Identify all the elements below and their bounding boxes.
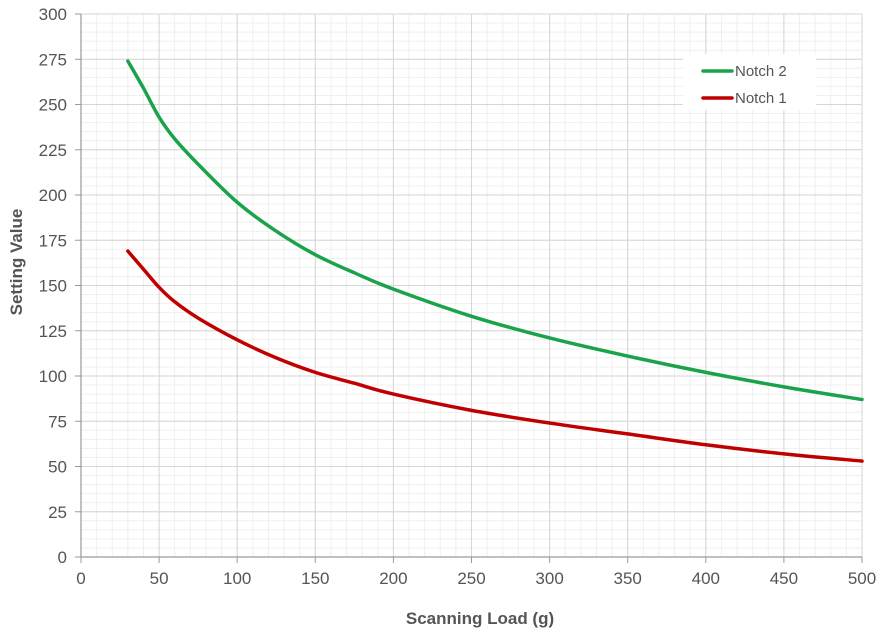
y-tick-label: 25 bbox=[48, 503, 67, 522]
legend-label-notch-1: Notch 1 bbox=[735, 90, 787, 107]
legend-box bbox=[683, 54, 816, 110]
y-tick-label: 125 bbox=[39, 322, 67, 341]
x-tick-label: 200 bbox=[379, 569, 407, 588]
x-tick-label: 150 bbox=[301, 569, 329, 588]
series-line-notch-2 bbox=[126, 59, 864, 402]
legend: Notch 2 Notch 1 bbox=[683, 54, 816, 110]
x-axis-title: Scanning Load (g) bbox=[406, 609, 554, 628]
x-tick-label: 400 bbox=[692, 569, 720, 588]
x-tick-label: 500 bbox=[848, 569, 876, 588]
x-tick-label: 50 bbox=[150, 569, 169, 588]
series-line-notch-1 bbox=[126, 249, 864, 463]
y-tick-label: 300 bbox=[39, 5, 67, 24]
y-tick-label: 75 bbox=[48, 412, 67, 431]
x-axis-ticks: 0 50 100 150 200 250 300 350 400 450 500 bbox=[76, 557, 876, 588]
series-layer bbox=[126, 59, 864, 463]
x-tick-label: 0 bbox=[76, 569, 85, 588]
x-tick-label: 300 bbox=[535, 569, 563, 588]
y-tick-label: 0 bbox=[58, 548, 67, 567]
y-tick-label: 175 bbox=[39, 231, 67, 250]
y-tick-label: 250 bbox=[39, 96, 67, 115]
x-tick-label: 250 bbox=[457, 569, 485, 588]
y-axis-ticks: 0 25 50 75 100 125 150 175 200 225 250 275 300 bbox=[39, 5, 81, 567]
y-tick-label: 200 bbox=[39, 186, 67, 205]
x-tick-label: 350 bbox=[614, 569, 642, 588]
y-axis-title: Setting Value bbox=[7, 209, 26, 316]
y-tick-label: 100 bbox=[39, 367, 67, 386]
y-tick-label: 225 bbox=[39, 141, 67, 160]
x-tick-label: 100 bbox=[223, 569, 251, 588]
y-tick-label: 50 bbox=[48, 458, 67, 477]
legend-label-notch-2: Notch 2 bbox=[735, 63, 787, 80]
y-tick-label: 275 bbox=[39, 50, 67, 69]
y-tick-label: 150 bbox=[39, 277, 67, 296]
x-tick-label: 450 bbox=[770, 569, 798, 588]
